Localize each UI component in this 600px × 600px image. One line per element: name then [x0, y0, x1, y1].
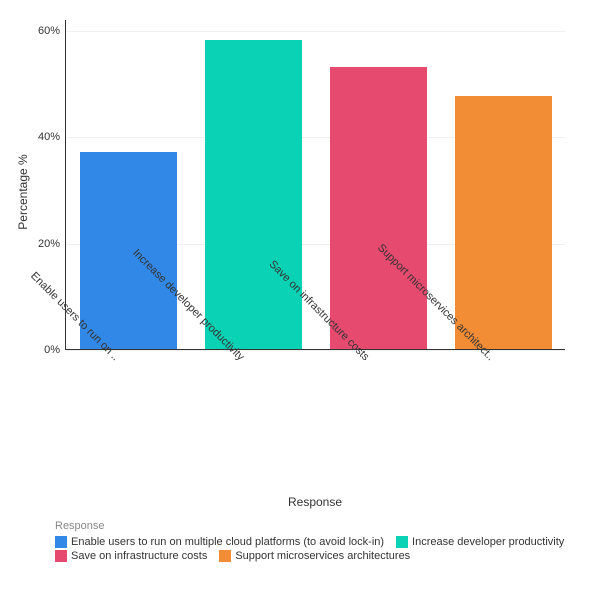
bar: [330, 67, 428, 349]
y-tick-label: 0%: [44, 344, 66, 356]
legend-item: Support microservices architectures: [219, 550, 410, 562]
legend-swatch: [55, 550, 67, 562]
legend-item: Increase developer productivity: [396, 536, 564, 548]
bar: [455, 96, 553, 349]
legend-label: Support microservices architectures: [235, 550, 410, 562]
legend: Response Enable users to run on multiple…: [55, 520, 585, 562]
bar: [205, 40, 303, 349]
plot-area: 0%20%40%60%Enable users to run on ..Incr…: [65, 20, 565, 350]
legend-label: Save on infrastructure costs: [71, 550, 207, 562]
y-axis-title: Percentage %: [16, 154, 30, 229]
legend-title: Response: [55, 520, 585, 532]
legend-swatch: [219, 550, 231, 562]
gridline: [66, 31, 565, 32]
legend-swatch: [396, 536, 408, 548]
legend-swatch: [55, 536, 67, 548]
y-tick-label: 40%: [38, 131, 66, 143]
y-tick-label: 60%: [38, 25, 66, 37]
legend-item: Save on infrastructure costs: [55, 550, 207, 562]
x-axis-title: Response: [288, 495, 342, 509]
chart-container: 0%20%40%60%Enable users to run on ..Incr…: [0, 0, 600, 600]
legend-label: Enable users to run on multiple cloud pl…: [71, 536, 384, 548]
y-tick-label: 20%: [38, 238, 66, 250]
legend-item: Enable users to run on multiple cloud pl…: [55, 536, 384, 548]
legend-label: Increase developer productivity: [412, 536, 564, 548]
legend-items: Enable users to run on multiple cloud pl…: [55, 536, 585, 562]
